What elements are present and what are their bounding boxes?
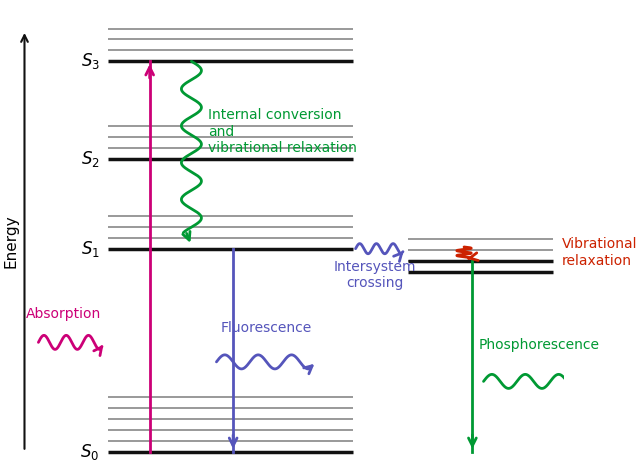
Text: Phosphorescence: Phosphorescence xyxy=(479,338,600,352)
Text: $S_2$: $S_2$ xyxy=(81,149,100,169)
Text: $S_3$: $S_3$ xyxy=(81,51,100,71)
Text: $S_0$: $S_0$ xyxy=(81,442,100,462)
Text: Intersystem
crossing: Intersystem crossing xyxy=(334,260,416,290)
Text: Internal conversion
and
vibrational relaxation: Internal conversion and vibrational rela… xyxy=(208,108,357,155)
Text: Vibrational
relaxation: Vibrational relaxation xyxy=(561,237,637,268)
Text: $S_1$: $S_1$ xyxy=(81,239,100,259)
Text: Absorption: Absorption xyxy=(26,307,101,321)
Text: Energy: Energy xyxy=(3,214,18,268)
Text: Fluorescence: Fluorescence xyxy=(221,320,312,334)
